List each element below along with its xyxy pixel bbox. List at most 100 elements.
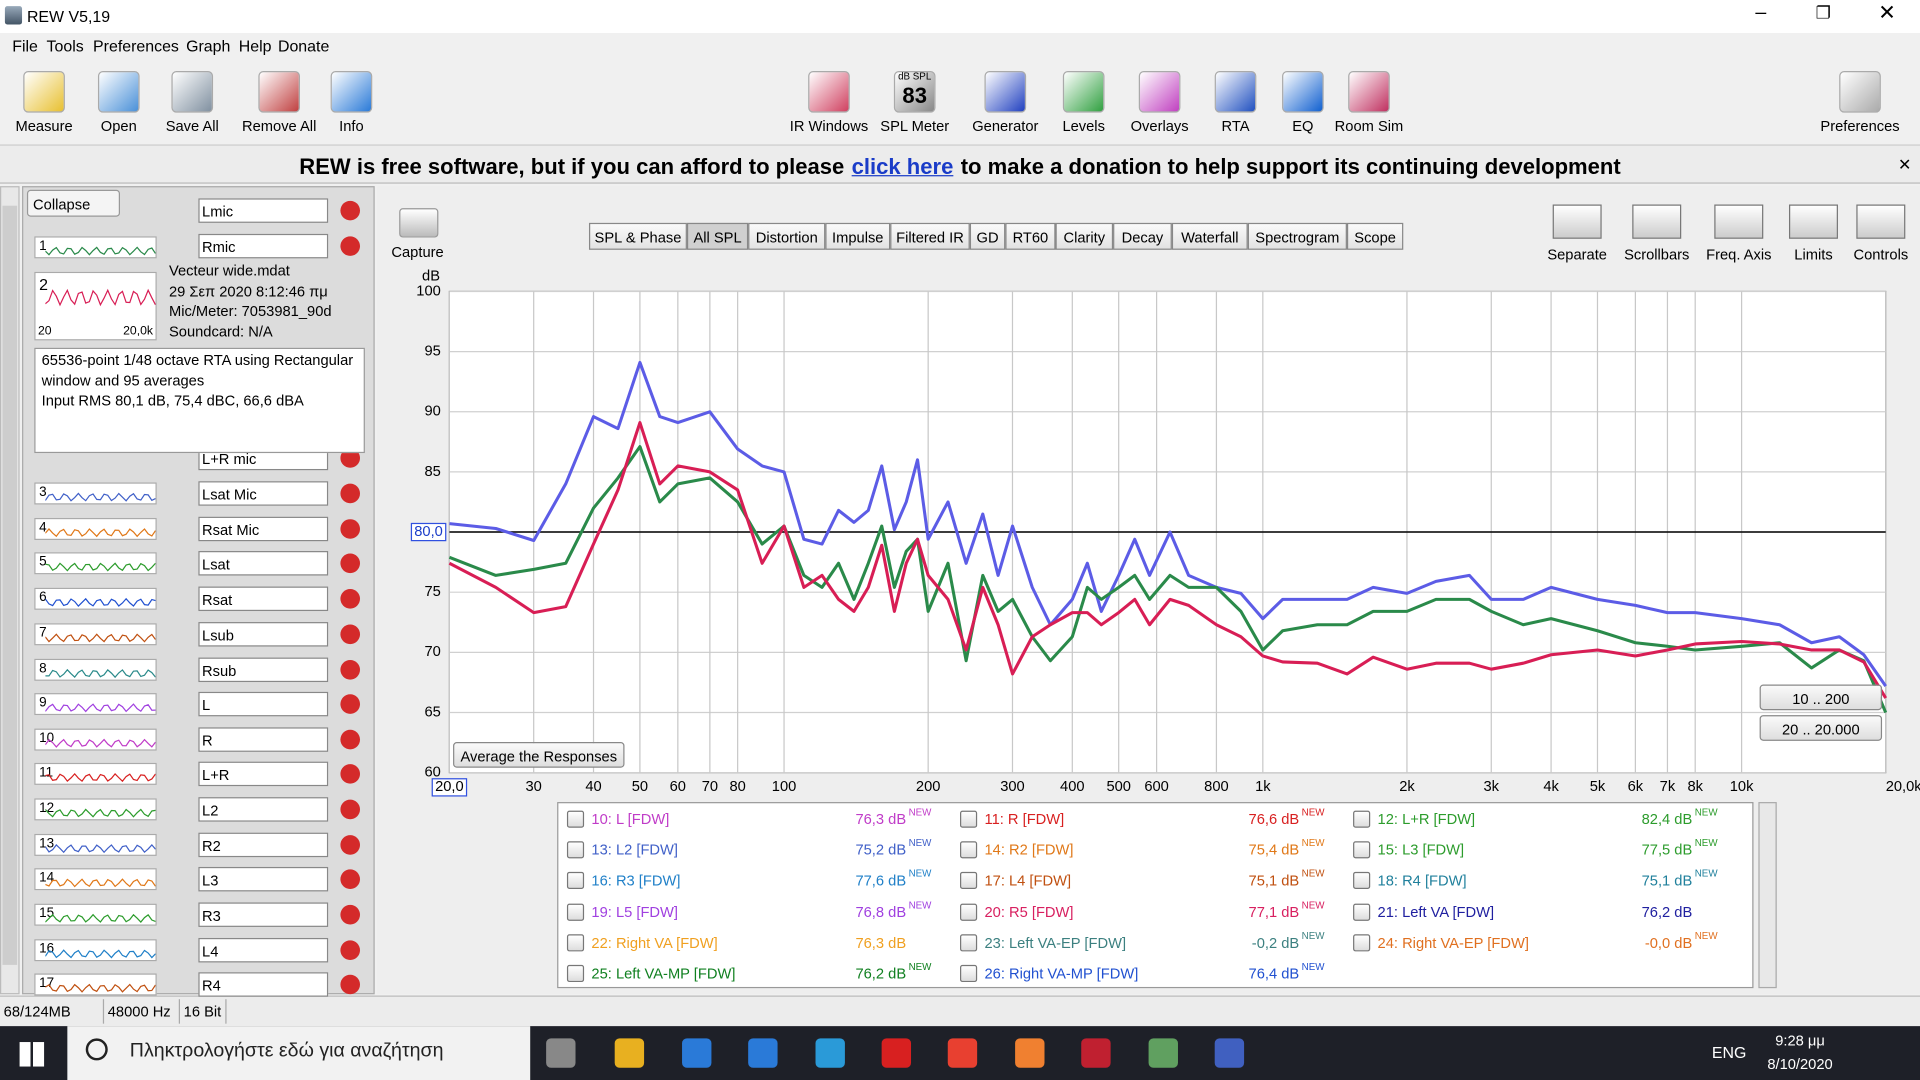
menu-item[interactable]: Tools	[46, 36, 84, 56]
graph-button[interactable]: Average the Responses	[453, 742, 625, 768]
trace-label[interactable]: 13: L2 [FDW]	[591, 841, 678, 859]
graph-tab[interactable]: Waterfall	[1171, 222, 1248, 250]
trace-label[interactable]: 12: L+R [FDW]	[1377, 810, 1476, 828]
toolbar-label[interactable]: Remove All	[242, 117, 317, 135]
search-placeholder[interactable]: Πληκτρολογήστε εδώ για αναζήτηση	[129, 1040, 444, 1062]
graph-tool-label[interactable]: Scrollbars	[1624, 246, 1690, 264]
trace-checkbox[interactable]	[566, 903, 585, 921]
taskbar-time[interactable]: 9:28 μμ	[1775, 1032, 1825, 1050]
toolbar-icon[interactable]	[1214, 71, 1257, 113]
graph-button[interactable]: 20 .. 20.000	[1759, 715, 1883, 741]
measurement-thumbnail[interactable]: 10	[34, 728, 157, 751]
menu-item[interactable]: Help	[238, 36, 272, 56]
remove-measurement[interactable]	[340, 799, 361, 820]
banner-link[interactable]: click here	[851, 154, 954, 179]
taskbar-app[interactable]	[1214, 1038, 1245, 1068]
trace-label[interactable]: 19: L5 [FDW]	[591, 903, 678, 921]
trace-label[interactable]: 25: Left VA-MP [FDW]	[591, 964, 736, 983]
remove-measurement[interactable]	[340, 660, 361, 680]
measurement-thumbnail[interactable]: 9	[34, 693, 157, 716]
graph-tool-label[interactable]: Limits	[1794, 246, 1833, 264]
trace-checkbox[interactable]	[960, 934, 978, 952]
toolbar-label[interactable]: Measure	[15, 117, 73, 135]
taskbar-app[interactable]	[815, 1038, 845, 1068]
trace-checkbox[interactable]	[566, 810, 585, 828]
measurement-thumbnail[interactable]: 16	[34, 939, 157, 962]
graph-tab[interactable]: All SPL	[686, 222, 749, 250]
remove-measurement[interactable]	[340, 904, 361, 925]
measurement-name[interactable]: Lmic	[198, 198, 329, 223]
graph-tab[interactable]: Scope	[1346, 222, 1404, 250]
measurement-thumbnail[interactable]: 17	[34, 973, 157, 996]
measurement-name[interactable]: Rmic	[198, 233, 329, 259]
measurement-name[interactable]: R4	[198, 972, 329, 997]
measurement-name[interactable]: Lsat Mic	[198, 481, 329, 506]
taskbar-app[interactable]	[1148, 1038, 1178, 1068]
measurement-thumbnail[interactable]: 5	[34, 552, 157, 575]
measurement-name[interactable]: L	[198, 691, 329, 717]
graph-tab[interactable]: Clarity	[1055, 222, 1114, 250]
toolbar-label[interactable]: RTA	[1221, 117, 1250, 135]
toolbar-icon[interactable]	[1282, 71, 1324, 113]
measurement-name[interactable]: L3	[198, 866, 329, 892]
remove-measurement[interactable]	[340, 200, 361, 221]
measurement-name[interactable]: L2	[198, 797, 329, 822]
remove-measurement[interactable]	[340, 553, 361, 574]
measurement-thumbnail[interactable]: 14	[34, 868, 157, 891]
toolbar-icon[interactable]	[1348, 71, 1390, 113]
graph-tab[interactable]: Filtered IR	[890, 222, 970, 250]
toolbar-icon[interactable]	[808, 71, 850, 113]
taskbar-app[interactable]	[546, 1038, 576, 1068]
remove-measurement[interactable]	[340, 940, 361, 961]
trace-checkbox[interactable]	[566, 841, 585, 859]
measurement-thumbnail[interactable]: 2 20 20,0k	[34, 271, 157, 341]
remove-measurement[interactable]	[340, 236, 361, 256]
toolbar-icon[interactable]	[330, 71, 373, 113]
toolbar-label[interactable]: EQ	[1292, 117, 1314, 135]
remove-measurement[interactable]	[340, 483, 361, 504]
toolbar-label[interactable]: Overlays	[1130, 117, 1189, 135]
toolbar-icon[interactable]	[23, 71, 65, 113]
measurement-name[interactable]: Rsat	[198, 586, 329, 612]
toolbar-label[interactable]: Info	[339, 117, 364, 135]
measurement-thumbnail[interactable]: 15	[34, 903, 157, 926]
measurement-thumbnail[interactable]: 11	[34, 762, 157, 785]
toolbar-icon[interactable]	[97, 71, 140, 113]
taskbar-app[interactable]	[947, 1038, 978, 1068]
toolbar-icon[interactable]	[1839, 71, 1881, 113]
remove-measurement[interactable]	[340, 974, 361, 995]
toolbar-icon[interactable]	[893, 71, 936, 113]
toolbar-icon[interactable]	[171, 71, 214, 113]
trace-checkbox[interactable]	[566, 934, 585, 952]
taskbar-app[interactable]	[1015, 1038, 1045, 1068]
measurement-name[interactable]: R	[198, 727, 329, 752]
remove-measurement[interactable]	[340, 835, 361, 855]
trace-label[interactable]: 24: Right VA-EP [FDW]	[1377, 934, 1529, 952]
trace-checkbox[interactable]	[1353, 903, 1371, 921]
graph-tab[interactable]: Impulse	[825, 222, 891, 250]
maximize-button[interactable]: ❐	[1815, 2, 1831, 23]
graph-tool-label[interactable]: Separate	[1547, 246, 1607, 264]
measurement-thumbnail[interactable]: 4	[34, 517, 157, 541]
trace-checkbox[interactable]	[1353, 810, 1371, 828]
measurement-name[interactable]: R2	[198, 832, 329, 858]
trace-checkbox[interactable]	[960, 810, 978, 828]
menu-item[interactable]: File	[12, 36, 38, 56]
trace-checkbox[interactable]	[960, 841, 978, 859]
measurement-name[interactable]: L4	[198, 937, 329, 963]
toolbar-label[interactable]: Room Sim	[1334, 117, 1404, 135]
traces-scrollbar[interactable]	[1758, 802, 1777, 989]
remove-measurement[interactable]	[340, 729, 361, 750]
capture-icon[interactable]	[399, 208, 439, 238]
banner-close[interactable]: ✕	[1897, 155, 1912, 174]
menu-item[interactable]: Graph	[186, 36, 231, 56]
graph-tool-icon[interactable]	[1856, 204, 1906, 239]
measurement-thumbnail[interactable]: 3	[34, 482, 157, 505]
measurement-thumbnail[interactable]: 7	[34, 623, 157, 646]
menu-item[interactable]: Donate	[277, 36, 330, 56]
measurement-thumbnail[interactable]: 1	[34, 236, 157, 259]
toolbar-icon[interactable]	[258, 71, 301, 113]
graph-tool-icon[interactable]	[1552, 204, 1602, 239]
toolbar-label[interactable]: Generator	[972, 117, 1039, 135]
trace-label[interactable]: 11: R [FDW]	[984, 810, 1065, 828]
